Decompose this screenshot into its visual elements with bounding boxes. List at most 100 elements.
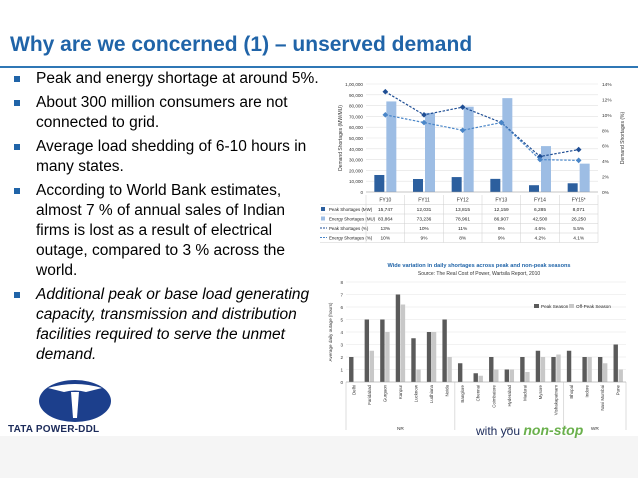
chart-subtitle: Source: The Real Cost of Power, Wartsila… <box>418 271 540 277</box>
x-tick-label: Banglore <box>460 384 465 402</box>
y-tick-label: 80,000 <box>349 104 363 109</box>
legend-swatch <box>321 207 325 211</box>
table-cell: 83,864 <box>378 217 393 223</box>
y2-tick-label: 4% <box>602 159 610 165</box>
y-tick-label: 90,000 <box>349 93 363 98</box>
y-axis-label: Demand Shortages (MW/MU) <box>338 105 344 171</box>
table-cell: 9% <box>498 236 506 242</box>
table-cell: 4.1% <box>573 236 585 242</box>
table-cell: 4.6% <box>535 226 547 232</box>
peak-season-bar <box>473 373 478 382</box>
table-cell: 26,250 <box>571 217 586 223</box>
bullet-item: About 300 million consumers are not conn… <box>8 93 320 133</box>
y-tick-label: 3 <box>340 343 343 348</box>
tata-power-logo-icon <box>39 380 111 422</box>
energy-shortage-pct-marker <box>498 119 505 126</box>
bullet-square-icon <box>14 144 20 150</box>
y2-tick-label: 14% <box>602 82 612 88</box>
x-tick-label: Hyderabad <box>507 384 512 406</box>
bullet-text: Average load shedding of 6-10 hours in m… <box>36 138 307 175</box>
city-outage-bar-chart: Wide variation in daily shortages across… <box>328 263 627 432</box>
table-cell: 13% <box>381 226 391 232</box>
legend-label: Peak Shortages (%) <box>329 226 369 231</box>
offpeak-season-bar <box>509 369 515 382</box>
offpeak-season-bar <box>618 369 623 382</box>
y-tick-label: 70,000 <box>349 114 363 119</box>
y2-tick-label: 0% <box>602 190 610 196</box>
y2-axis-label: Demand Shortages (%) <box>620 112 626 165</box>
peak-season-bar <box>364 319 370 382</box>
y-tick-label: 60,000 <box>349 125 363 130</box>
x-tick-label: FY13 <box>495 198 507 204</box>
x-tick-label: FY11 <box>418 198 430 204</box>
offpeak-season-bar <box>431 332 437 382</box>
peak-season-bar <box>349 357 354 382</box>
peak-shortage-mw-bar <box>529 185 539 192</box>
offpeak-season-bar <box>540 357 546 382</box>
offpeak-season-bar <box>494 369 499 382</box>
peak-season-bar <box>395 294 401 382</box>
x-tick-label: Chennai <box>476 385 481 401</box>
slide-title: Why are we concerned (1) – unserved dema… <box>10 33 473 56</box>
bullet-item: Peak and energy shortage at around 5%. <box>8 69 320 89</box>
peak-season-bar <box>380 319 385 382</box>
offpeak-season-bar <box>478 375 483 382</box>
x-tick-label: Madurai <box>522 385 527 401</box>
bullet-text: Peak and energy shortage at around 5%. <box>36 70 319 87</box>
table-cell: 13,815 <box>455 207 470 213</box>
table-cell: 11% <box>458 226 468 232</box>
x-tick-label: FY14 <box>534 198 546 204</box>
y-tick-label: 6 <box>340 305 343 310</box>
legend-label: Peak Season <box>541 304 569 309</box>
peak-season-bar <box>457 363 463 382</box>
bullet-text: About 300 million consumers are not conn… <box>36 94 288 131</box>
peak-season-bar <box>613 344 618 382</box>
peak-shortage-mw-bar <box>567 183 578 192</box>
peak-shortage-mw-bar <box>413 179 423 192</box>
x-tick-label: Ludhiana <box>429 384 434 403</box>
peak-shortage-pct-line <box>385 91 579 158</box>
table-cell: 6,285 <box>534 207 546 213</box>
x-tick-label: Coimbatore <box>491 384 496 407</box>
table-cell: 9% <box>421 236 429 242</box>
region-label: SR <box>506 426 513 432</box>
peak-season-bar <box>535 350 541 382</box>
y2-tick-label: 6% <box>602 144 610 150</box>
peak-season-bar <box>442 319 447 382</box>
x-tick-label: Pune <box>616 384 621 395</box>
energy-shortage-mu-bar <box>463 106 474 192</box>
table-cell: 12,031 <box>417 207 432 213</box>
bullet-list: Peak and energy shortage at around 5%. A… <box>8 69 320 369</box>
peak-shortage-mw-bar <box>490 178 501 192</box>
y-tick-label: 40,000 <box>349 147 363 152</box>
energy-shortage-mu-bar <box>386 101 397 192</box>
table-cell: 15,747 <box>378 207 393 213</box>
table-cell: 9% <box>498 226 506 232</box>
bullet-square-icon <box>14 100 20 106</box>
energy-shortage-pct-marker <box>459 127 466 134</box>
offpeak-season-bar <box>416 369 421 382</box>
y-tick-label: 20,000 <box>349 168 363 173</box>
x-tick-label: Kanpur <box>398 384 403 399</box>
y-tick-label: 0 <box>340 380 343 385</box>
legend-label: Energy Shortages (%) <box>329 236 373 241</box>
x-tick-label: Lucknow <box>414 384 419 402</box>
logo-text: TATA POWER-DDL <box>8 424 100 435</box>
y-tick-label: 0 <box>360 190 363 195</box>
y-tick-label: 2 <box>340 355 343 360</box>
offpeak-season-bar <box>385 332 390 382</box>
table-cell: 73,236 <box>417 217 432 223</box>
table-cell: 42,500 <box>533 217 548 223</box>
bullet-item: Average load shedding of 6-10 hours in m… <box>8 137 320 177</box>
y2-tick-label: 10% <box>602 113 612 119</box>
energy-shortage-mu-bar <box>502 98 513 192</box>
y-tick-label: 8 <box>340 280 343 285</box>
x-tick-label: Mysore <box>538 384 543 399</box>
peak-season-bar <box>504 369 510 382</box>
x-tick-label: FY10 <box>379 198 391 204</box>
peak-season-bar <box>489 357 494 382</box>
y-tick-label: 30,000 <box>349 158 363 163</box>
table-cell: 8% <box>459 236 467 242</box>
table-cell: 5.5% <box>573 226 585 232</box>
offpeak-season-bar <box>400 304 406 382</box>
